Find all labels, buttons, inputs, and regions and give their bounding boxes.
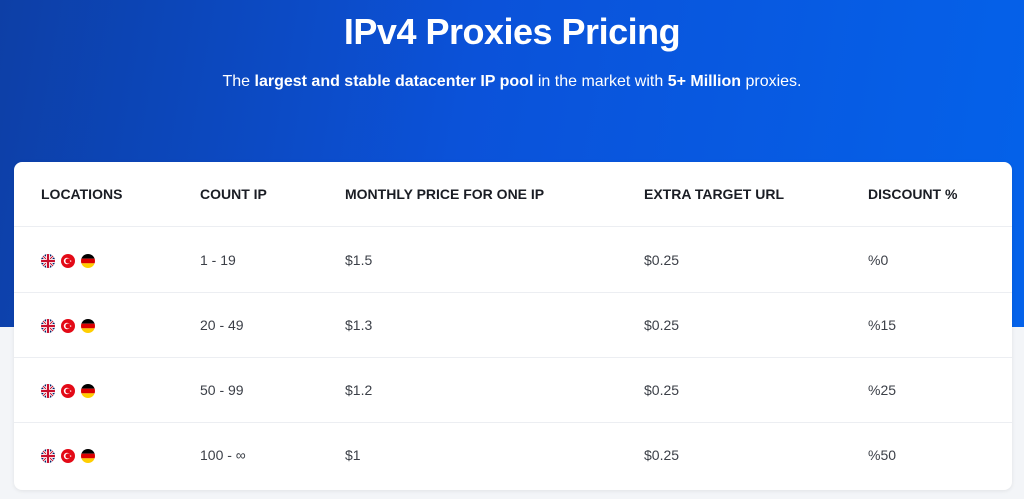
count-ip-cell: 50 - 99 (200, 382, 244, 398)
turkey-flag-icon (61, 319, 75, 333)
location-flags (41, 449, 95, 463)
header-discount: DISCOUNT % (868, 186, 958, 202)
discount-cell: %0 (868, 252, 889, 268)
subtitle-text-2: in the market with (533, 73, 668, 90)
extra-url-cell: $0.25 (644, 382, 680, 398)
location-flags (41, 254, 95, 268)
count-ip-cell: 100 - ∞ (200, 447, 246, 463)
turkey-flag-icon (61, 254, 75, 268)
table-row: 100 - ∞ $1 $0.25 %50 (14, 423, 1012, 488)
header-extra-target-url: EXTRA TARGET URL (644, 186, 784, 202)
price-cell: $1 (345, 447, 361, 463)
uk-flag-icon (41, 384, 55, 398)
table-header-row: LOCATIONS COUNT IP MONTHLY PRICE FOR ONE… (14, 162, 1012, 227)
price-cell: $1.5 (345, 252, 373, 268)
count-ip-cell: 1 - 19 (200, 252, 236, 268)
table-row: 20 - 49 $1.3 $0.25 %15 (14, 293, 1012, 358)
extra-url-cell: $0.25 (644, 317, 680, 333)
location-flags (41, 319, 95, 333)
extra-url-cell: $0.25 (644, 252, 680, 268)
page-subtitle: The largest and stable datacenter IP poo… (0, 72, 1024, 92)
header-locations: LOCATIONS (41, 186, 123, 202)
subtitle-highlight-1: largest and stable datacenter IP pool (254, 73, 534, 90)
extra-url-cell: $0.25 (644, 447, 680, 463)
uk-flag-icon (41, 319, 55, 333)
price-cell: $1.2 (345, 382, 373, 398)
subtitle-text-1: The (222, 73, 255, 90)
discount-cell: %15 (868, 317, 897, 333)
header-count-ip: COUNT IP (200, 186, 267, 202)
uk-flag-icon (41, 254, 55, 268)
germany-flag-icon (81, 319, 95, 333)
subtitle-text-3: proxies. (741, 73, 802, 90)
germany-flag-icon (81, 254, 95, 268)
pricing-table: LOCATIONS COUNT IP MONTHLY PRICE FOR ONE… (14, 162, 1012, 490)
turkey-flag-icon (61, 449, 75, 463)
count-ip-cell: 20 - 49 (200, 317, 244, 333)
germany-flag-icon (81, 384, 95, 398)
germany-flag-icon (81, 449, 95, 463)
uk-flag-icon (41, 449, 55, 463)
discount-cell: %25 (868, 382, 897, 398)
subtitle-highlight-2: 5+ Million (667, 73, 742, 90)
header-monthly-price: MONTHLY PRICE FOR ONE IP (345, 186, 545, 202)
discount-cell: %50 (868, 447, 897, 463)
turkey-flag-icon (61, 384, 75, 398)
page-title: IPv4 Proxies Pricing (343, 11, 681, 52)
table-row: 1 - 19 $1.5 $0.25 %0 (14, 228, 1012, 293)
table-row: 50 - 99 $1.2 $0.25 %25 (14, 358, 1012, 423)
price-cell: $1.3 (345, 317, 373, 333)
location-flags (41, 384, 95, 398)
